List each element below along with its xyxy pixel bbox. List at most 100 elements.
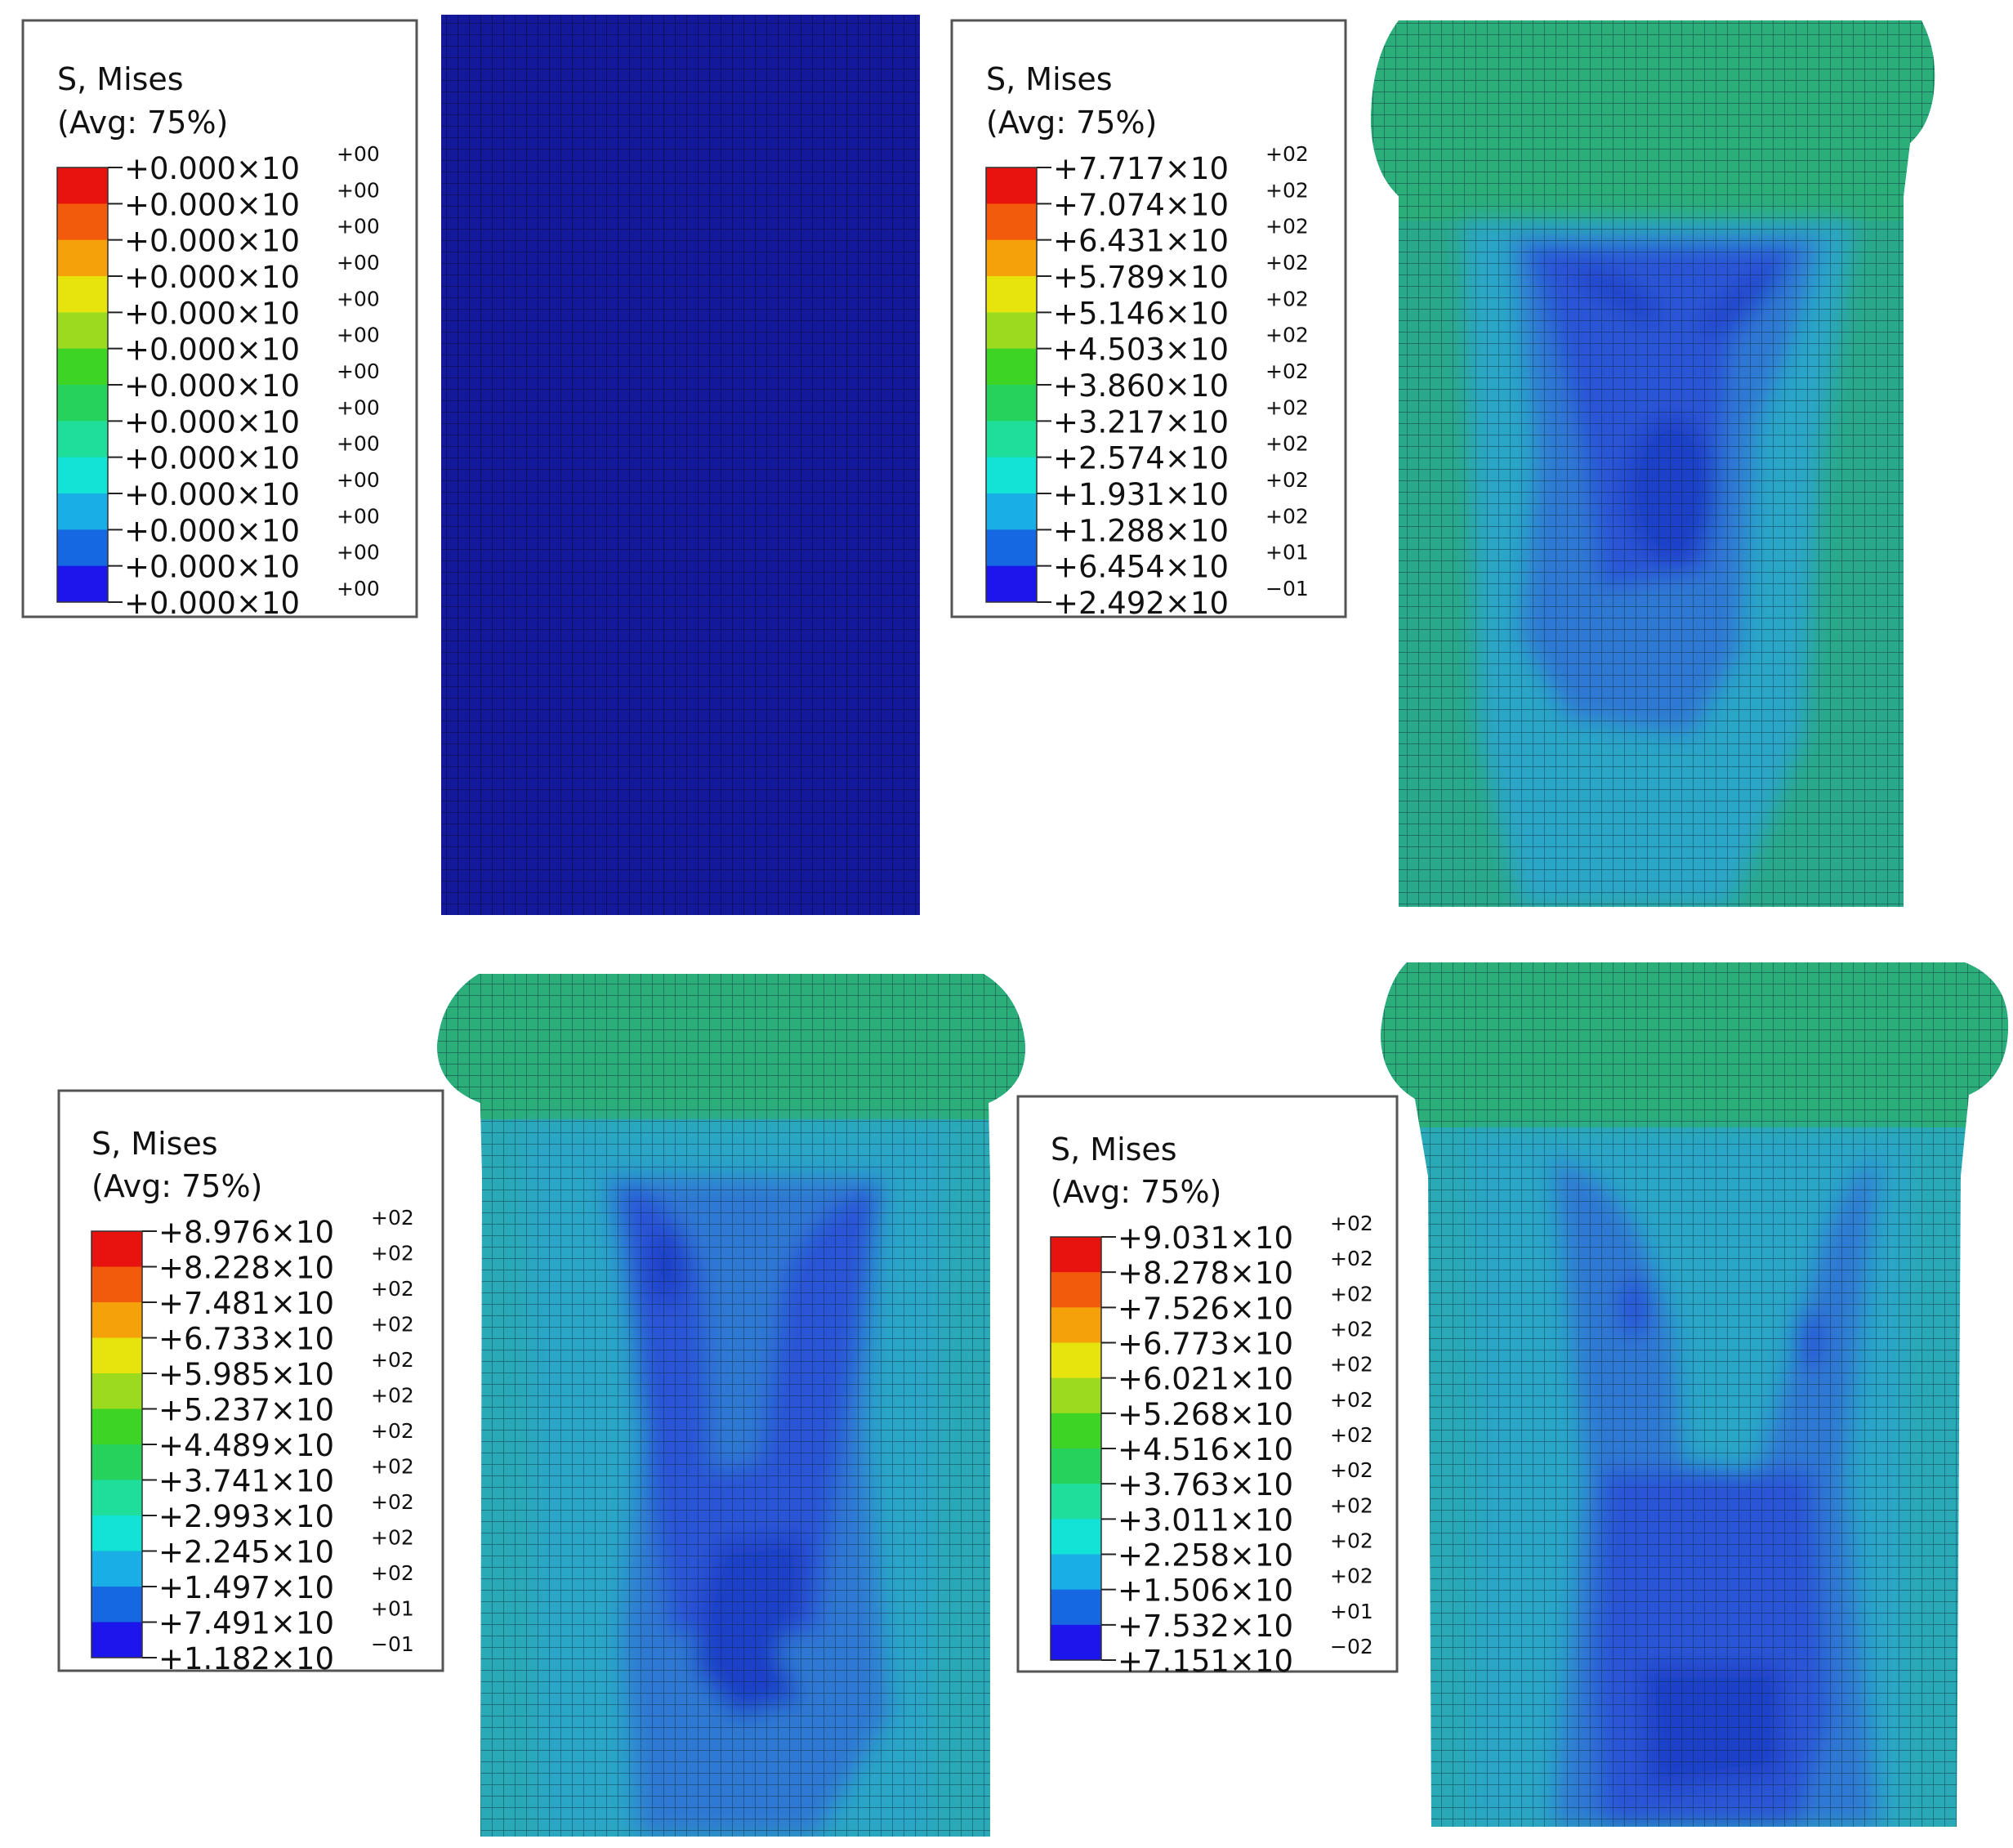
legend-exponent: +02 [1330,1388,1373,1412]
colorbar-band [57,276,108,313]
colorbar: +8.976×10 +02 +8.228×10 +02 +7.481×10 +02 +6.7… [91,1206,414,1676]
legend-value: +0.000×10 [124,441,300,476]
legend-exponent: +00 [337,432,380,456]
legend-2: S, Mises (Avg: 75%) +7.717×10 +02 +7.074×1… [950,19,1347,621]
colorbar-band [57,167,108,204]
legend-title: S, Mises [57,61,184,97]
legend-exponent: +02 [1265,395,1309,419]
legend-value: +7.481×10 [158,1286,334,1321]
colorbar-band [1051,1519,1101,1555]
colorbar-band [986,312,1037,350]
legend-value: +4.516×10 [1118,1432,1293,1467]
legend-exponent: +02 [1330,1212,1373,1235]
legend-value: +0.000×10 [124,550,300,585]
legend-exponent: +02 [1265,504,1309,528]
colorbar-band [1051,1448,1101,1484]
panel-2: S, Mises (Avg: 75%) +7.717×10 +02 +7.074×1… [950,19,1935,907]
legend-exponent: +02 [371,1561,414,1585]
legend-value: +3.011×10 [1118,1502,1293,1538]
colorbar-band [1051,1589,1101,1626]
legend-value: +1.288×10 [1053,513,1229,548]
legend-exponent: −01 [371,1632,414,1656]
legend-subtitle: (Avg: 75%) [1051,1174,1221,1210]
colorbar-band [92,1444,142,1480]
legend-exponent: +02 [1265,324,1309,347]
legend-value: +0.000×10 [124,260,300,295]
legend-value: +7.717×10 [1053,151,1229,186]
legend-value: +2.258×10 [1118,1538,1293,1573]
legend-title: S, Mises [92,1126,218,1162]
colorbar-band [986,565,1037,603]
panel-4: S, Mises (Avg: 75%) +9.031×10 +02 +8.278×1… [1016,962,2009,1827]
colorbar-band [57,565,108,603]
colorbar-band [986,239,1037,277]
legend-value: +6.733×10 [158,1322,334,1357]
legend-1: S, Mises (Avg: 75%) +0.000×10 +00+0.000×1… [21,19,418,621]
legend-exponent: +02 [1265,178,1309,202]
legend-value: +0.000×10 [124,404,300,440]
legend-exponent: +02 [371,1313,414,1337]
colorbar-band [986,385,1037,422]
legend-value: +8.228×10 [158,1251,334,1286]
legend-exponent: +02 [1265,432,1309,456]
legend-exponent: +02 [1265,215,1309,239]
colorbar: +0.000×10 +00 +0.000×10 +00 +0.000×10 +00 +0.0… [56,142,380,621]
legend-exponent: +02 [371,1490,414,1514]
legend-value: +1.931×10 [1053,477,1229,512]
colorbar-band [1051,1484,1101,1520]
legend-value: +0.000×10 [124,296,300,331]
colorbar-band [92,1515,142,1551]
colorbar-band [92,1551,142,1587]
legend-value: +5.789×10 [1053,260,1229,295]
colorbar-band [57,312,108,350]
legend-value: +5.237×10 [158,1393,334,1428]
colorbar-band [92,1302,142,1338]
legend-value: +6.454×10 [1053,550,1229,585]
legend-exponent: +00 [337,577,380,600]
legend-exponent: +02 [1265,142,1309,166]
legend-value: +9.031×10 [1118,1221,1293,1256]
colorbar-band [57,203,108,241]
legend-value: +0.000×10 [124,224,300,259]
legend-value: +0.000×10 [124,586,300,621]
legend-exponent: +02 [1330,1282,1373,1306]
colorbar-band [92,1480,142,1516]
colorbar-band [1051,1272,1101,1308]
legend-exponent: +02 [371,1526,414,1550]
colorbar-band [986,276,1037,313]
legend-exponent: +00 [337,215,380,239]
legend-exponent: +00 [337,504,380,528]
colorbar-band [57,348,108,386]
legend-3: S, Mises (Avg: 75%) +8.976×10 +02 +8.228×1… [57,1089,444,1676]
colorbar-band [986,167,1037,204]
legend-exponent: +02 [1330,1353,1373,1377]
legend-title: S, Mises [1051,1132,1177,1167]
legend-exponent: +02 [371,1419,414,1443]
legend-value: +4.489×10 [158,1428,334,1463]
legend-value: +7.491×10 [158,1606,334,1641]
colorbar-band [1051,1413,1101,1449]
legend-value: +3.741×10 [158,1464,334,1499]
legend-exponent: +02 [1330,1565,1373,1588]
legend-value: +0.000×10 [124,513,300,548]
colorbar-band [986,421,1037,458]
legend-exponent: +00 [337,287,380,310]
mesh-model-3 [437,974,1026,1837]
legend-value: +3.217×10 [1053,404,1229,440]
colorbar-band [57,529,108,567]
colorbar-band [57,239,108,277]
mesh-model-1 [441,15,920,915]
legend-subtitle: (Avg: 75%) [986,105,1157,141]
colorbar-band [1051,1554,1101,1591]
panel-1: S, Mises (Avg: 75%) +0.000×10 +00+0.000×1… [21,15,920,915]
legend-value: +8.278×10 [1118,1256,1293,1291]
legend-subtitle: (Avg: 75%) [92,1168,262,1204]
legend-title: S, Mises [986,61,1113,97]
legend-exponent: +02 [1265,468,1309,492]
colorbar-band [92,1622,142,1658]
legend-exponent: +02 [371,1277,414,1301]
legend-exponent: +02 [1265,251,1309,275]
legend-exponent: −02 [1330,1635,1373,1658]
legend-subtitle: (Avg: 75%) [57,105,228,141]
